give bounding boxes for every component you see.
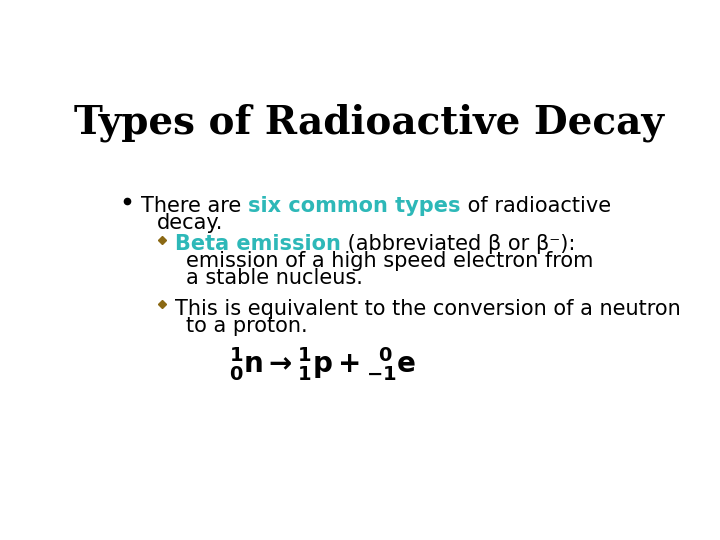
Text: $\mathbf{^{1}_{0}n \rightarrow ^{1}_{1}p + ^{\ \ 0}_{-1}e}$: $\mathbf{^{1}_{0}n \rightarrow ^{1}_{1}p… [229, 345, 416, 383]
Text: six common types: six common types [248, 195, 461, 215]
Text: This is equivalent to the conversion of a neutron: This is equivalent to the conversion of … [175, 299, 681, 319]
Text: of radioactive: of radioactive [461, 195, 611, 215]
Text: Beta emission: Beta emission [175, 234, 341, 254]
Text: a stable nucleus.: a stable nucleus. [186, 268, 363, 288]
Text: emission of a high speed electron from: emission of a high speed electron from [186, 251, 593, 271]
Text: to a proton.: to a proton. [186, 316, 307, 336]
Text: There are: There are [141, 195, 248, 215]
Text: (abbreviated β or β⁻):: (abbreviated β or β⁻): [341, 234, 575, 254]
Text: decay.: decay. [157, 213, 223, 233]
Text: Types of Radioactive Decay: Types of Radioactive Decay [74, 103, 664, 142]
